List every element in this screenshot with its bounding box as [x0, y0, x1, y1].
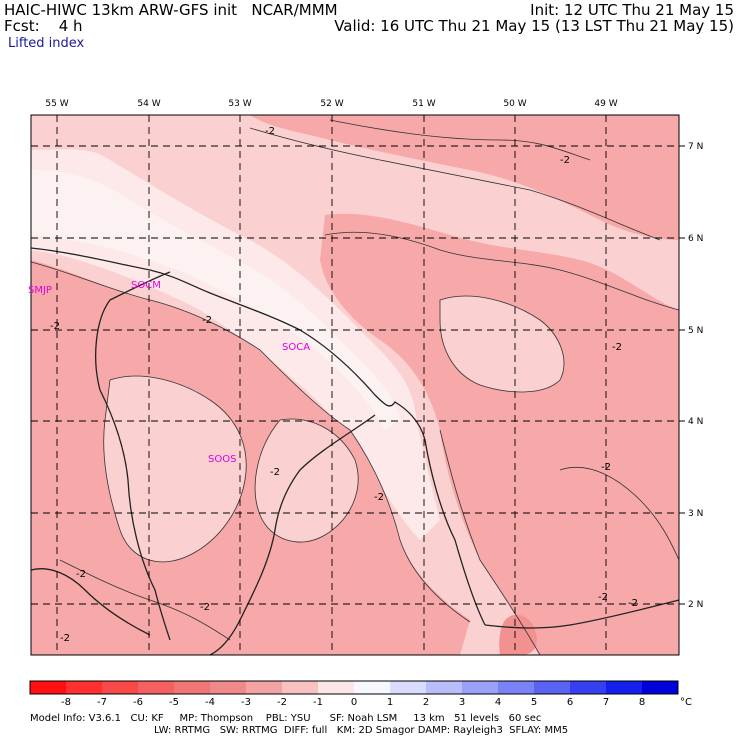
lat-label: 5 N: [688, 326, 703, 336]
light-island-east: [440, 296, 564, 392]
colorbar-tick-label: -5: [169, 697, 179, 708]
colorbar-swatch: [318, 681, 355, 694]
contour-label: -2: [50, 321, 60, 332]
lon-axis: 55 W 54 W 53 W 52 W 51 W 50 W 49 W: [45, 99, 617, 109]
station-soca: SOCA: [282, 342, 310, 353]
contour-label: -2: [560, 155, 570, 166]
contour-label: -2: [598, 592, 608, 603]
field-name: Lifted index: [8, 36, 85, 51]
lon-label: 49 W: [594, 99, 617, 109]
contour-label: -2: [76, 569, 86, 580]
contour-label: -2: [200, 602, 210, 613]
map-frame: [30, 114, 680, 656]
valid-time: Valid: 16 UTC Thu 21 May 15 (13 LST Thu …: [334, 17, 734, 35]
colorbar-tick-label: 5: [531, 697, 537, 708]
station-socm: SOCM: [131, 280, 161, 291]
contour-labels: -2 -2 -2 -2 -2 -2 -2 -2 -2 -2 -2 -2 -2: [50, 126, 638, 644]
colorbar-swatch: [534, 681, 571, 694]
colorbar-unit: °C: [680, 697, 692, 708]
colorbar-swatch: [102, 681, 139, 694]
colorbar-swatch: [174, 681, 211, 694]
contour-label: -2: [612, 342, 622, 353]
lat-label: 2 N: [688, 600, 703, 610]
dark-area-east: [320, 213, 679, 656]
colorbar-frame: [29, 680, 679, 695]
colorbar-swatch: [138, 681, 175, 694]
lon-label: 54 W: [137, 99, 160, 109]
station-labels: SMJP SOCM SOCA SOOS: [28, 280, 310, 465]
colorbar: -8 -7 -6 -5 -4 -3 -2 -1 0 1 2 3 4 5 6 7 8 °C: [29, 680, 692, 708]
colorbar-tick-label: -7: [97, 697, 107, 708]
darkest-spot: [499, 614, 537, 655]
lon-label: 55 W: [45, 99, 68, 109]
colorbar-tick-label: 3: [459, 697, 465, 708]
light-island-west: [103, 376, 247, 562]
colorbar-tick-label: -2: [277, 697, 287, 708]
colorbar-tick-label: 7: [603, 697, 609, 708]
lat-label: 4 N: [688, 417, 703, 427]
colorbar-tick-label: 2: [423, 697, 429, 708]
colorbar-tick-label: 0: [351, 697, 357, 708]
colorbar-tick-label: -4: [205, 697, 215, 708]
contour-label: -2: [202, 315, 212, 326]
init-time: Init: 12 UTC Thu 21 May 15: [530, 1, 734, 19]
station-smjp: SMJP: [28, 285, 52, 296]
lon-label: 50 W: [503, 99, 526, 109]
lon-label: 51 W: [412, 99, 435, 109]
colorbar-swatch: [642, 681, 679, 694]
colorbar-swatch: [354, 681, 391, 694]
coastline-borders: [30, 247, 680, 656]
colorbar-swatch: [390, 681, 427, 694]
colorbar-tick-label: 8: [639, 697, 645, 708]
lat-lon-grid: [31, 115, 679, 655]
colorbar-tick-label: -8: [61, 697, 71, 708]
near-zero-core: [31, 170, 400, 430]
colorbar-swatch: [30, 681, 67, 694]
contour-label: -2: [628, 598, 638, 609]
lat-label: 3 N: [688, 509, 703, 519]
colorbar-tick-label: 1: [387, 697, 393, 708]
model-info-line2: LW: RRTMG SW: RRTMG DIFF: full KM: 2D Sm…: [154, 725, 569, 736]
colorbar-swatch: [498, 681, 535, 694]
contour-lines: [30, 119, 680, 656]
colorbar-swatch: [426, 681, 463, 694]
colorbar-tick-label: -6: [133, 697, 143, 708]
contour-label: -2: [270, 467, 280, 478]
colorbar-swatch: [606, 681, 643, 694]
colorbar-tick-label: -1: [313, 697, 323, 708]
contour-label: -2: [60, 633, 70, 644]
colorbar-swatch: [210, 681, 247, 694]
forecast-hour: Fcst: 4 h: [4, 17, 83, 35]
colorbar-swatch: [282, 681, 319, 694]
contour-label: -2: [374, 492, 384, 503]
lat-label: 7 N: [688, 142, 703, 152]
contour-label: -2: [265, 126, 275, 137]
contour-label: -2: [601, 462, 611, 473]
lon-label: 53 W: [228, 99, 251, 109]
colorbar-swatch: [66, 681, 103, 694]
colorbar-swatch: [462, 681, 499, 694]
model-info-line1: Model Info: V3.6.1 CU: KF MP: Thompson P…: [30, 713, 542, 724]
colorbar-tick-label: 6: [567, 697, 573, 708]
colorbar-tick-label: 4: [495, 697, 501, 708]
lon-label: 52 W: [320, 99, 343, 109]
colorbar-tick-label: -3: [241, 697, 251, 708]
colorbar-swatch: [246, 681, 283, 694]
colorbar-swatch: [570, 681, 607, 694]
station-soos: SOOS: [208, 454, 236, 465]
lat-axis: 7 N 6 N 5 N 4 N 3 N 2 N: [679, 142, 703, 610]
lat-label: 6 N: [688, 234, 703, 244]
model-title: HAIC-HIWC 13km ARW-GFS init NCAR/MMM: [4, 1, 338, 19]
